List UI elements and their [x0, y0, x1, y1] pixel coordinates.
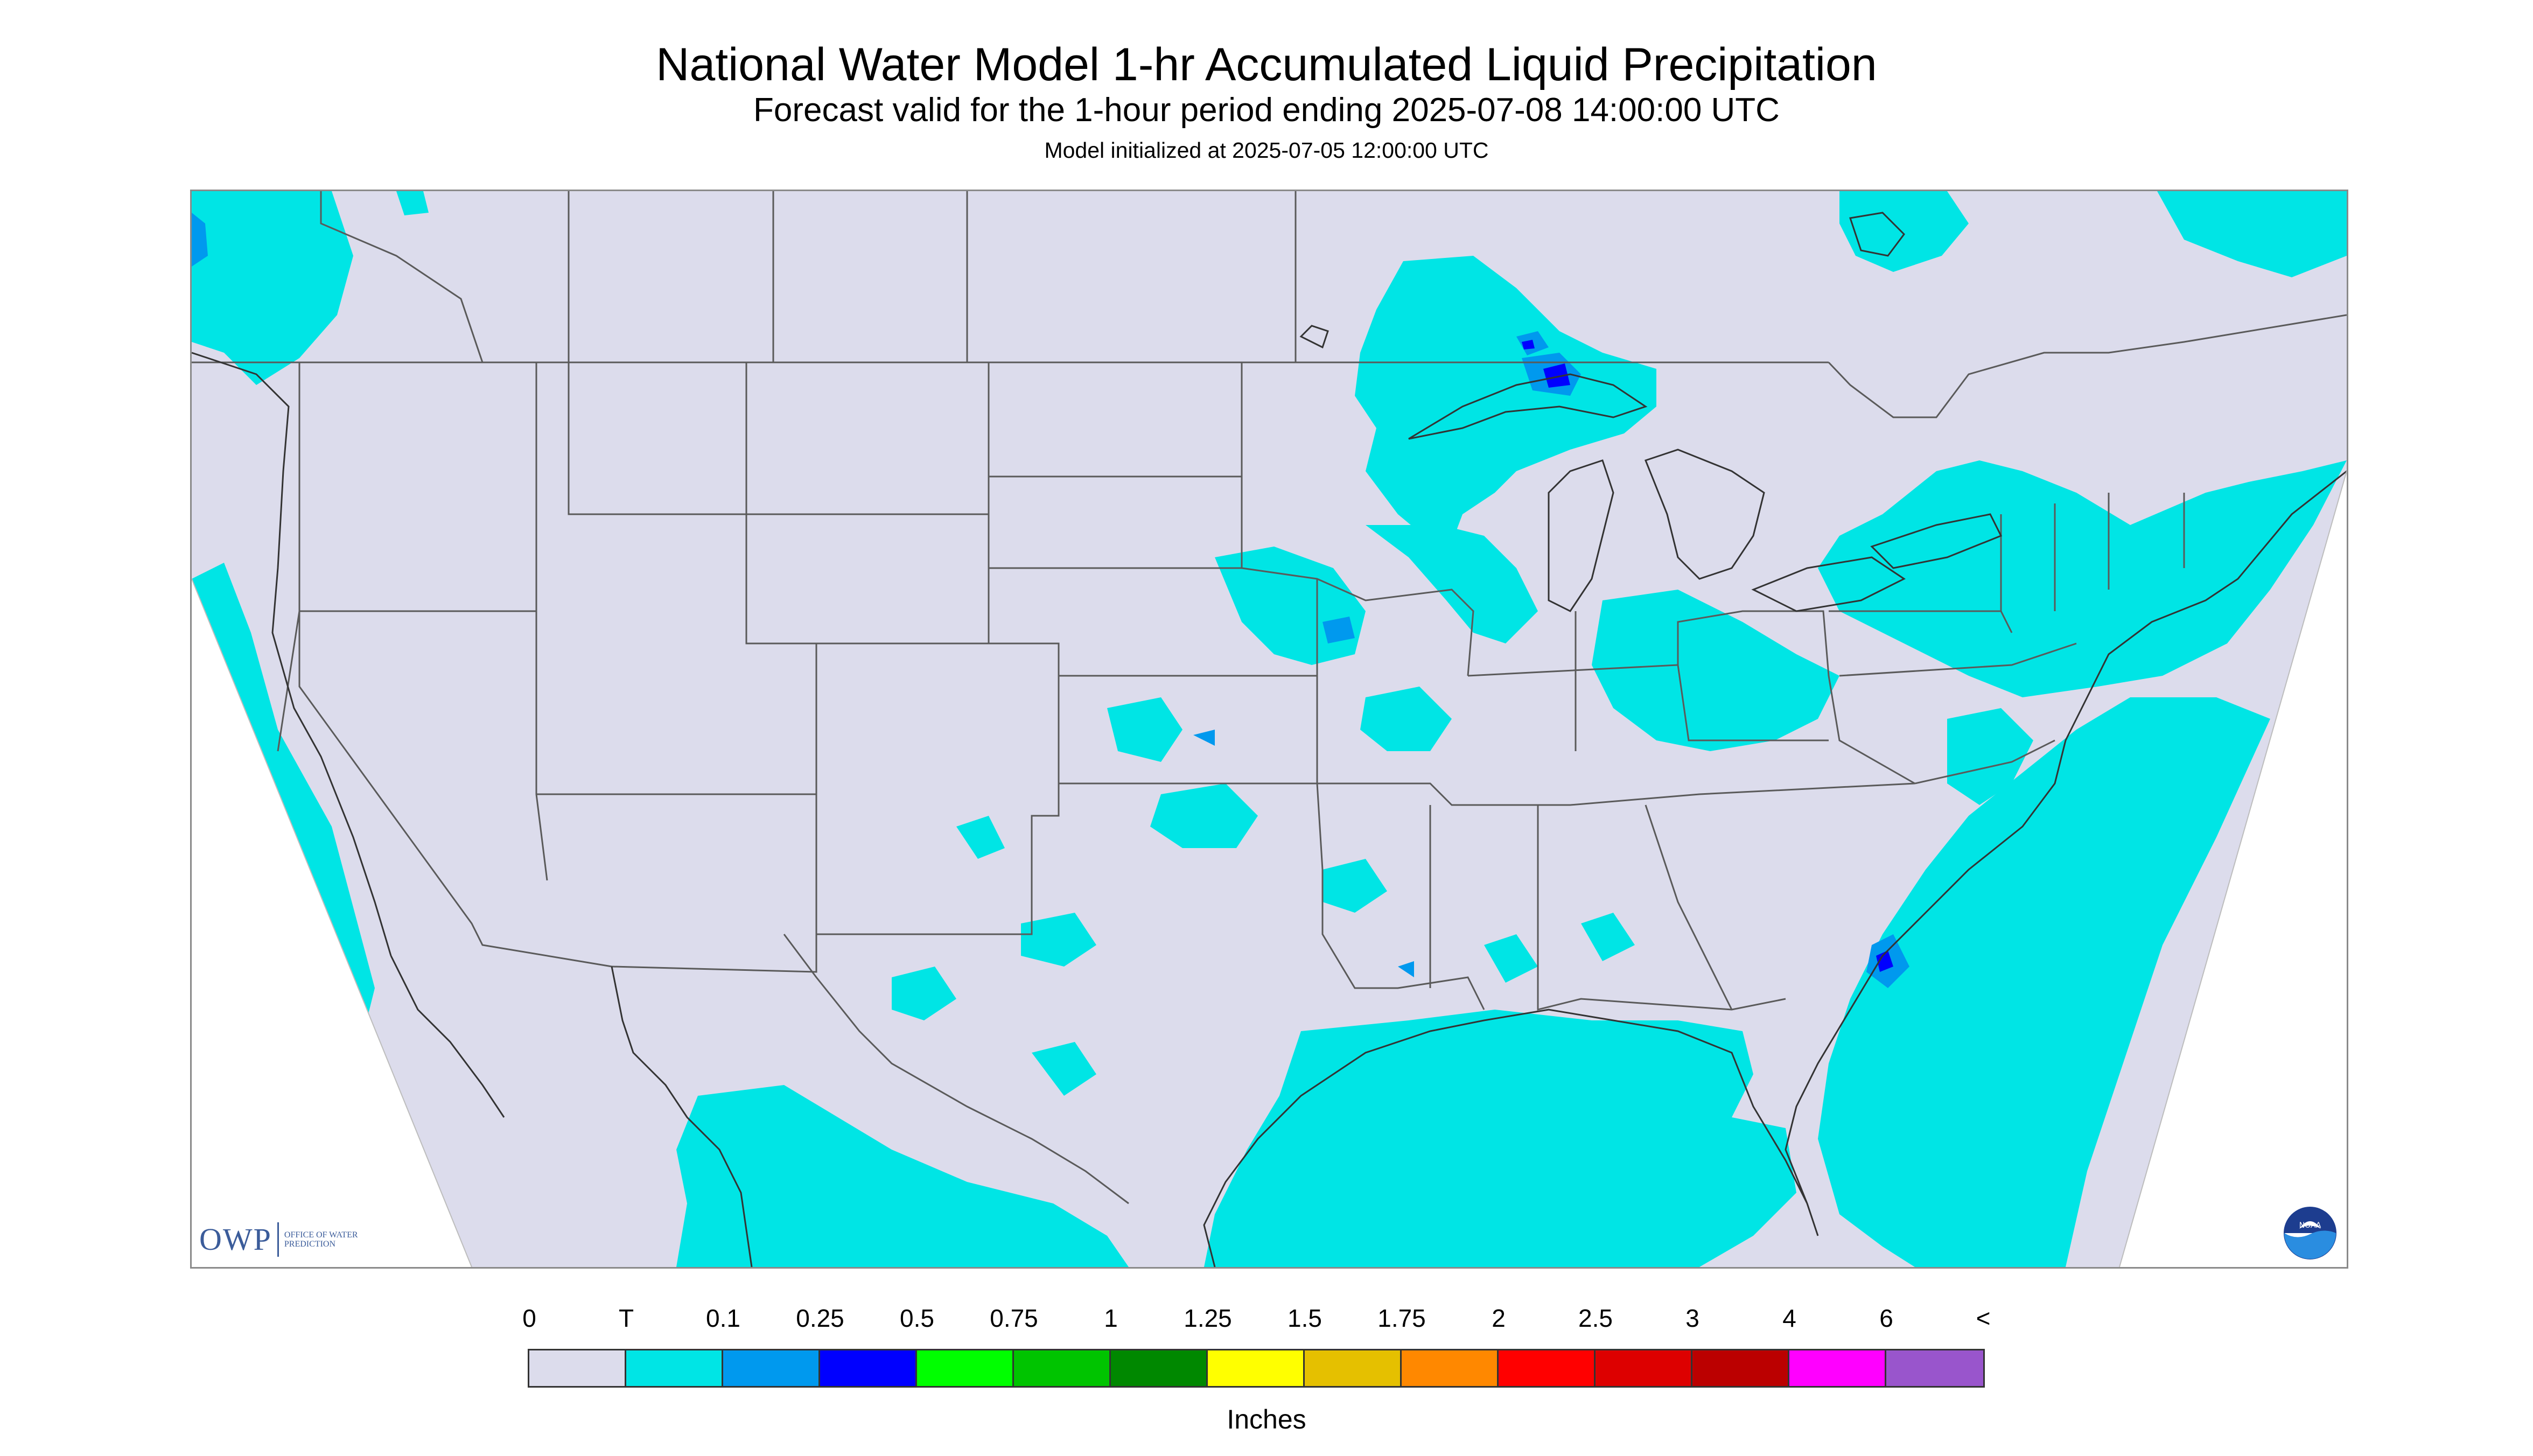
- legend-label: 0.75: [990, 1304, 1038, 1332]
- legend-color-bar: [528, 1349, 1985, 1388]
- legend-swatch: [1596, 1350, 1692, 1386]
- legend-swatch: [1208, 1350, 1305, 1386]
- legend-label: 4: [1782, 1304, 1796, 1332]
- legend-units: Inches: [1227, 1404, 1306, 1434]
- legend-swatch: [1014, 1350, 1111, 1386]
- noaa-logo-text: NOAA: [2299, 1221, 2321, 1230]
- legend-label: 3: [1685, 1304, 1699, 1332]
- legend-label: 1.75: [1377, 1304, 1426, 1332]
- legend-label: <: [1976, 1304, 1991, 1332]
- owp-name: OFFICE OF WATER PREDICTION: [284, 1230, 358, 1249]
- model-init-text: Model initialized at 2025-07-05 12:00:00…: [1044, 138, 1489, 163]
- precip-moderate-areas: [1522, 340, 1893, 972]
- legend-label: 1: [1104, 1304, 1118, 1332]
- legend-swatch: [1886, 1350, 1983, 1386]
- legend-swatch: [529, 1350, 626, 1386]
- legend-label: 1.25: [1184, 1304, 1232, 1332]
- state-boundaries: [192, 191, 2347, 1205]
- legend-label: 0.25: [796, 1304, 844, 1332]
- forecast-valid-subtitle: Forecast valid for the 1-hour period end…: [753, 92, 1780, 129]
- owp-mark: OWP: [199, 1222, 272, 1257]
- legend-swatch: [1789, 1350, 1886, 1386]
- precipitation-map: [190, 190, 2348, 1269]
- legend-swatch: [820, 1350, 917, 1386]
- legend-swatch: [917, 1350, 1014, 1386]
- noaa-logo-icon: NOAA: [2284, 1207, 2336, 1259]
- legend-swatch: [1692, 1350, 1789, 1386]
- legend-label: 2.5: [1578, 1304, 1613, 1332]
- legend-label: 0.1: [706, 1304, 740, 1332]
- legend-label: T: [618, 1304, 634, 1332]
- legend-swatch: [1305, 1350, 1402, 1386]
- map-canvas: [192, 191, 2347, 1267]
- legend-label: 0.5: [900, 1304, 934, 1332]
- legend-swatch: [1499, 1350, 1596, 1386]
- legend-label: 1.5: [1288, 1304, 1322, 1332]
- legend-swatch: [723, 1350, 820, 1386]
- owp-divider: [277, 1222, 279, 1257]
- legend-swatch: [1111, 1350, 1208, 1386]
- legend-swatch: [626, 1350, 723, 1386]
- legend-label: 0: [522, 1304, 536, 1332]
- legend-label: 6: [1879, 1304, 1893, 1332]
- legend-labels: 0 T 0.1 0.25 0.5 0.75 1 1.25 1.5 1.75 2 2.5 3 4 6 <: [0, 1303, 2533, 1335]
- coastlines: [192, 212, 2347, 1267]
- map-title: National Water Model 1-hr Accumulated Li…: [656, 39, 1877, 90]
- owp-logo: OWP OFFICE OF WATER PREDICTION: [199, 1221, 370, 1257]
- model-domain: [192, 191, 2347, 1267]
- legend-label: 2: [1492, 1304, 1506, 1332]
- legend-swatch: [1402, 1350, 1499, 1386]
